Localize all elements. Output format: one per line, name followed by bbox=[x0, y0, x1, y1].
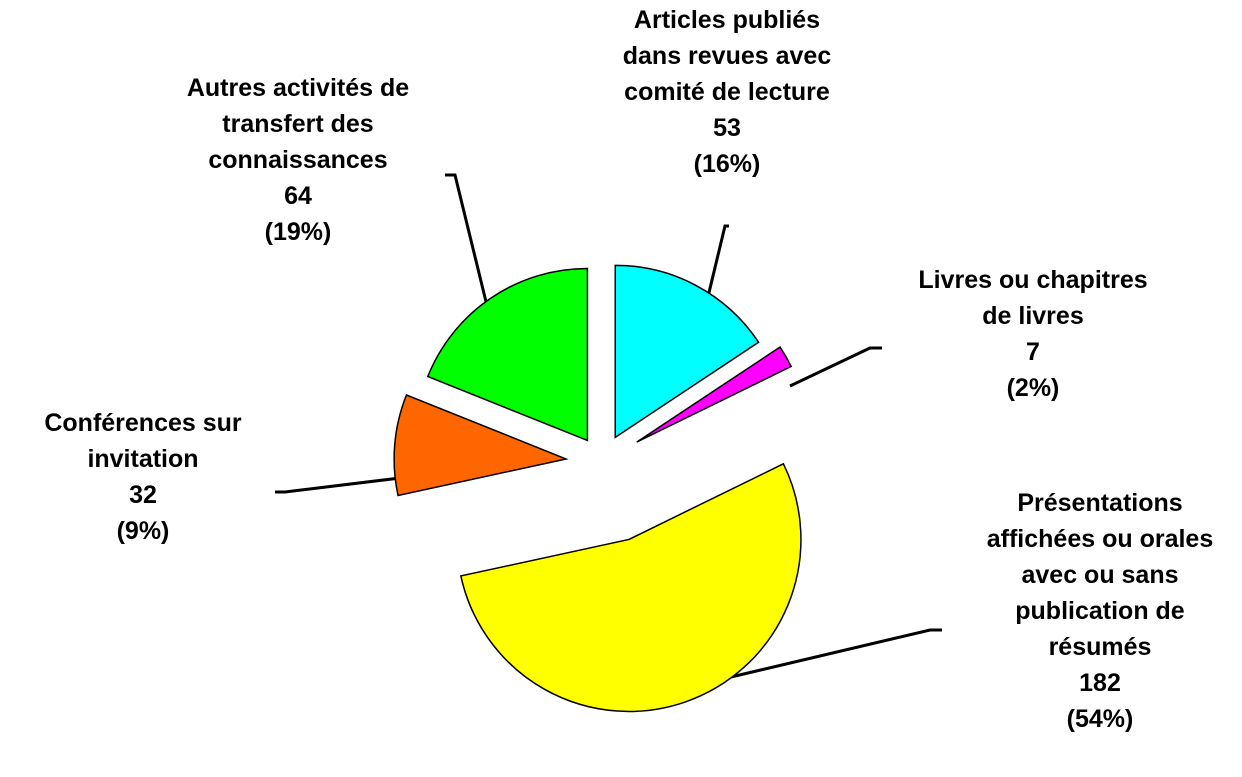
slice-label: Présentations affichées ou orales avec o… bbox=[940, 485, 1242, 737]
category-label: Présentations affichées ou orales avec o… bbox=[986, 489, 1214, 661]
percent-label: (9%) bbox=[116, 517, 170, 545]
slice-label: Conférences sur invitation 32 (9%) bbox=[0, 405, 303, 549]
percent-label: (16%) bbox=[693, 150, 761, 178]
value-label: 7 bbox=[1026, 338, 1040, 366]
value-label: 32 bbox=[129, 481, 157, 509]
pie-slice bbox=[636, 346, 793, 443]
pie-slice bbox=[393, 394, 569, 497]
slice-label: Articles publiés dans revues avec comité… bbox=[567, 2, 887, 182]
value-label: 64 bbox=[284, 182, 312, 210]
category-label: Conférences sur invitation bbox=[44, 409, 242, 473]
value-label: 53 bbox=[713, 114, 741, 142]
value-label: 182 bbox=[1079, 669, 1121, 697]
category-label: Autres activités de transfert des connai… bbox=[186, 74, 410, 174]
leader-line bbox=[275, 476, 401, 494]
pie-slice bbox=[614, 264, 760, 439]
pie-slice bbox=[426, 267, 589, 442]
category-label: Articles publiés dans revues avec comité… bbox=[622, 6, 832, 106]
leader-line bbox=[789, 346, 882, 388]
percent-label: (19%) bbox=[264, 218, 332, 246]
pie-slice bbox=[459, 462, 802, 713]
percent-label: (2%) bbox=[1006, 374, 1060, 402]
slice-label: Livres ou chapitres de livres 7 (2%) bbox=[873, 262, 1193, 406]
slice-label: Autres activités de transfert des connai… bbox=[138, 70, 458, 250]
category-label: Livres ou chapitres de livres bbox=[918, 266, 1148, 330]
leader-line bbox=[704, 224, 729, 306]
leader-line bbox=[445, 173, 492, 319]
leader-line bbox=[675, 628, 942, 692]
percent-label: (54%) bbox=[1066, 705, 1134, 733]
leader-lines bbox=[275, 173, 942, 692]
